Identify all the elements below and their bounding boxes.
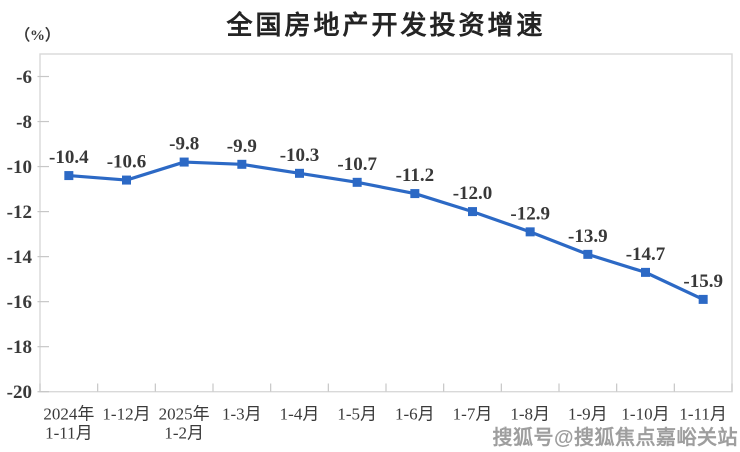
y-tick-label: -8: [16, 112, 32, 133]
x-category-label: 1-11月: [45, 424, 93, 443]
x-category-label: 1-3月: [222, 405, 262, 424]
data-point-marker: [583, 249, 593, 259]
x-category-label: 1-10月: [621, 405, 669, 424]
x-category-label: 1-11月: [679, 405, 727, 424]
x-category-label: 2024年: [43, 405, 94, 424]
data-point-marker: [525, 227, 535, 237]
data-point-label: -9.8: [169, 134, 199, 155]
data-point-label: -10.3: [280, 145, 320, 166]
x-category-label: 1-9月: [568, 405, 608, 424]
data-point-marker: [468, 207, 477, 217]
data-point-marker: [641, 267, 650, 277]
data-point-marker: [352, 177, 362, 187]
data-point-label: -12.9: [510, 203, 550, 224]
watermark: 搜狐号@搜狐焦点嘉峪关站: [492, 427, 738, 449]
data-point-label: -13.9: [568, 226, 608, 247]
x-category-label: 1-7月: [453, 405, 493, 424]
y-tick-label: -20: [7, 382, 32, 403]
data-point-label: -12.0: [453, 183, 493, 204]
data-point-marker: [122, 175, 131, 185]
y-tick-label: -18: [7, 337, 32, 358]
chart-title: 全国房地产开发投资增速: [226, 10, 546, 40]
x-category-label: 1-6月: [395, 405, 435, 424]
x-category-label: 1-5月: [337, 405, 377, 424]
y-tick-label: -6: [16, 67, 32, 88]
x-category-label: 1-2月: [164, 424, 204, 443]
data-series-line: [67, 160, 705, 301]
x-category-label: 2025年: [159, 405, 210, 424]
x-category-label: 1-8月: [510, 405, 550, 424]
x-category-label: 1-4月: [280, 405, 320, 424]
x-category-label: 1-12月: [102, 405, 150, 424]
data-point-label: -14.7: [626, 244, 666, 265]
data-point-label: -11.2: [396, 165, 435, 186]
data-point-label: -10.4: [49, 147, 89, 168]
plot-frame: [39, 53, 733, 393]
y-axis-unit-label: （%）: [15, 28, 61, 44]
data-point-marker: [698, 294, 708, 304]
data-point-label: -10.7: [337, 154, 377, 175]
data-point-marker: [237, 159, 247, 169]
y-tick-label: -16: [7, 292, 32, 313]
data-point-label: -9.9: [227, 136, 257, 157]
y-tick-label: -12: [7, 202, 32, 223]
data-point-marker: [295, 168, 304, 178]
y-tick-label: -14: [7, 247, 33, 268]
data-point-marker: [410, 189, 420, 199]
data-point-marker: [64, 171, 74, 181]
data-point-marker: [179, 157, 189, 167]
data-point-label: -10.6: [107, 152, 147, 173]
data-point-label: -15.9: [683, 271, 723, 292]
y-tick-label: -10: [7, 157, 32, 178]
